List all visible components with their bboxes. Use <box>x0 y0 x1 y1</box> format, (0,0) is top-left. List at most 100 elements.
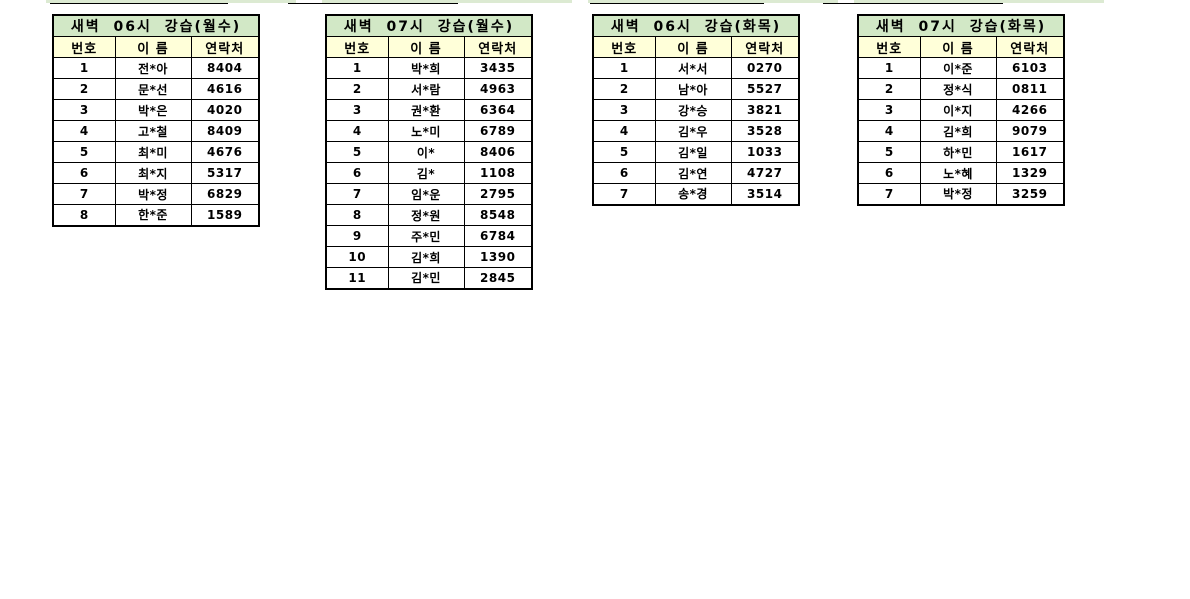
table-row: 6 최*지 5317 <box>52 162 260 184</box>
cell-name: 남*아 <box>654 78 732 100</box>
table-row: 7 박*정 6829 <box>52 183 260 205</box>
cell-phone: 3514 <box>730 183 800 205</box>
table-row: 8 정*원 8548 <box>325 204 533 226</box>
table-title: 새벽 06시 강습(화목) <box>592 14 800 37</box>
table-row: 7 박*정 3259 <box>857 183 1065 205</box>
cell-name: 문*선 <box>114 78 192 100</box>
cropped-row-fragment <box>322 0 572 3</box>
table-title: 새벽 07시 강습(월수) <box>325 14 533 37</box>
table-title-row: 새벽 06시 강습(화목) <box>592 14 800 37</box>
cell-name: 김*희 <box>387 246 465 268</box>
cell-phone: 3528 <box>730 120 800 142</box>
column-header: 이 름 <box>654 36 732 58</box>
cell-name: 주*민 <box>387 225 465 247</box>
table-row: 4 노*미 6789 <box>325 120 533 142</box>
cell-phone: 1390 <box>463 246 533 268</box>
cell-phone: 1033 <box>730 141 800 163</box>
table-row: 1 이*준 6103 <box>857 57 1065 79</box>
roster-table-06-tuethu: 새벽 06시 강습(화목) 번호 이 름 연락처 1 서*서 0270 2 남*아 5527 3 강*… <box>592 14 800 206</box>
cell-name: 김*민 <box>387 267 465 289</box>
cell-no: 2 <box>52 78 116 100</box>
cell-no: 1 <box>592 57 656 79</box>
header-row: 번호 이 름 연락처 <box>592 36 800 58</box>
cell-name: 이*준 <box>919 57 997 79</box>
column-header: 번호 <box>592 36 656 58</box>
cell-phone: 0270 <box>730 57 800 79</box>
table-row: 6 김*연 4727 <box>592 162 800 184</box>
table-row: 2 정*식 0811 <box>857 78 1065 100</box>
cell-phone: 4727 <box>730 162 800 184</box>
cell-no: 1 <box>52 57 116 79</box>
cell-phone: 4676 <box>190 141 260 163</box>
cell-phone: 4266 <box>995 99 1065 121</box>
cell-no: 2 <box>325 78 389 100</box>
cell-phone: 3435 <box>463 57 533 79</box>
cell-phone: 6789 <box>463 120 533 142</box>
cell-no: 7 <box>325 183 389 205</box>
cropped-row-fragment <box>854 0 1104 3</box>
column-header: 번호 <box>857 36 921 58</box>
table-row: 7 임*운 2795 <box>325 183 533 205</box>
cell-name: 노*혜 <box>919 162 997 184</box>
column-header: 이 름 <box>387 36 465 58</box>
cell-phone: 8404 <box>190 57 260 79</box>
table-row: 11 김*민 2845 <box>325 267 533 289</box>
cell-no: 6 <box>52 162 116 184</box>
cell-no: 3 <box>52 99 116 121</box>
cell-no: 9 <box>325 225 389 247</box>
column-header: 연락처 <box>995 36 1065 58</box>
table-row: 8 한*준 1589 <box>52 204 260 226</box>
column-header: 연락처 <box>463 36 533 58</box>
cell-name: 송*경 <box>654 183 732 205</box>
table-row: 5 하*민 1617 <box>857 141 1065 163</box>
cell-phone: 1617 <box>995 141 1065 163</box>
roster-table-07-monwed: 새벽 07시 강습(월수) 번호 이 름 연락처 1 박*희 3435 2 서*람 4963 3 권*… <box>325 14 533 290</box>
cell-phone: 6829 <box>190 183 260 205</box>
cell-name: 박*희 <box>387 57 465 79</box>
table-row: 5 최*미 4676 <box>52 141 260 163</box>
cell-name: 서*람 <box>387 78 465 100</box>
cell-no: 5 <box>592 141 656 163</box>
cell-name: 박*정 <box>919 183 997 205</box>
table-row: 5 김*일 1033 <box>592 141 800 163</box>
cell-no: 6 <box>857 162 921 184</box>
cell-phone: 5527 <box>730 78 800 100</box>
cell-no: 4 <box>857 120 921 142</box>
cell-name: 김* <box>387 162 465 184</box>
cell-name: 강*승 <box>654 99 732 121</box>
table-row: 10 김*희 1390 <box>325 246 533 268</box>
table-title: 새벽 06시 강습(월수) <box>52 14 260 37</box>
cell-no: 5 <box>857 141 921 163</box>
cell-no: 3 <box>857 99 921 121</box>
cell-no: 2 <box>592 78 656 100</box>
cell-phone: 1108 <box>463 162 533 184</box>
cell-phone: 8409 <box>190 120 260 142</box>
cell-no: 4 <box>325 120 389 142</box>
cell-name: 권*환 <box>387 99 465 121</box>
cell-no: 8 <box>52 204 116 226</box>
cell-no: 10 <box>325 246 389 268</box>
table-title-row: 새벽 07시 강습(화목) <box>857 14 1065 37</box>
cell-name: 박*은 <box>114 99 192 121</box>
column-header: 이 름 <box>114 36 192 58</box>
cell-name: 김*희 <box>919 120 997 142</box>
cell-name: 노*미 <box>387 120 465 142</box>
cell-phone: 5317 <box>190 162 260 184</box>
cropped-row-border <box>288 3 458 4</box>
column-header: 연락처 <box>190 36 260 58</box>
column-header: 번호 <box>52 36 116 58</box>
table-title-row: 새벽 06시 강습(월수) <box>52 14 260 37</box>
cell-phone: 0811 <box>995 78 1065 100</box>
roster-table-07-tuethu: 새벽 07시 강습(화목) 번호 이 름 연락처 1 이*준 6103 2 정*식 0811 3 이*… <box>857 14 1065 206</box>
cell-name: 최*미 <box>114 141 192 163</box>
cell-no: 4 <box>592 120 656 142</box>
cell-no: 3 <box>592 99 656 121</box>
cell-no: 8 <box>325 204 389 226</box>
table-row: 6 노*혜 1329 <box>857 162 1065 184</box>
column-header: 이 름 <box>919 36 997 58</box>
table-row: 1 박*희 3435 <box>325 57 533 79</box>
cell-name: 김*일 <box>654 141 732 163</box>
cell-name: 하*민 <box>919 141 997 163</box>
cell-no: 3 <box>325 99 389 121</box>
